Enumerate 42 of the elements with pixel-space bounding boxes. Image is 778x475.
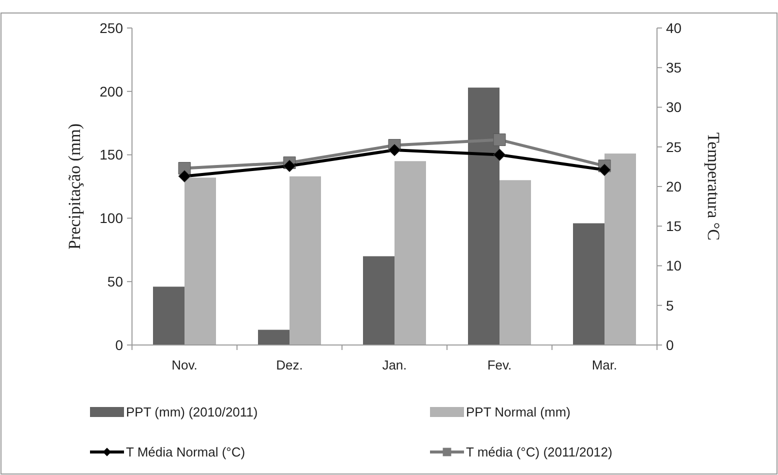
y2-axis-title: Temperatura °C	[704, 132, 723, 241]
point	[493, 133, 506, 146]
x-tick-label: Mar.	[592, 358, 618, 373]
y-tick-label: 250	[100, 20, 124, 36]
point	[283, 160, 296, 172]
bar	[258, 330, 290, 345]
y2-tick-label: 40	[666, 20, 682, 36]
y2-tick-label: 35	[666, 60, 682, 76]
legend-label: T Média Normal (°C)	[126, 444, 246, 460]
bar	[184, 178, 216, 345]
point	[598, 164, 611, 176]
point	[178, 170, 191, 182]
point	[493, 148, 506, 162]
bar	[290, 176, 321, 345]
y2-tick-label: 5	[666, 297, 674, 314]
y2-tick-label: 0	[666, 336, 674, 353]
y-tick-label: 100	[100, 210, 124, 226]
bar	[363, 256, 394, 345]
legend-label: PPT (mm) (2010/2011)	[126, 404, 258, 420]
x-tick-label: Nov.	[172, 358, 198, 373]
bar	[604, 154, 636, 345]
bar	[394, 161, 426, 345]
x-tick-label: Fev.	[487, 358, 512, 373]
y-tick-label: 200	[100, 83, 124, 100]
y-tick-label: 0	[115, 336, 124, 353]
bar	[153, 286, 184, 345]
point	[388, 144, 401, 156]
y2-tick-label: 25	[666, 138, 682, 155]
y2-tick-label: 20	[666, 178, 682, 194]
y-tick-label: 50	[107, 274, 124, 290]
y2-tick-label: 10	[666, 258, 682, 274]
bar	[468, 88, 500, 345]
y2-tick-label: 15	[666, 218, 682, 234]
bar	[500, 180, 531, 345]
y-axis-title: Precipitação (mm)	[65, 123, 84, 250]
y-tick-label: 150	[100, 146, 124, 163]
legend-label: PPT Normal (mm)	[466, 404, 570, 420]
y2-tick-label: 30	[666, 99, 682, 116]
x-tick-label: Dez.	[276, 358, 303, 373]
bar	[573, 223, 604, 345]
x-tick-label: Jan.	[382, 358, 407, 373]
legend-label: T média (°C) (2011/2012)	[466, 444, 612, 460]
